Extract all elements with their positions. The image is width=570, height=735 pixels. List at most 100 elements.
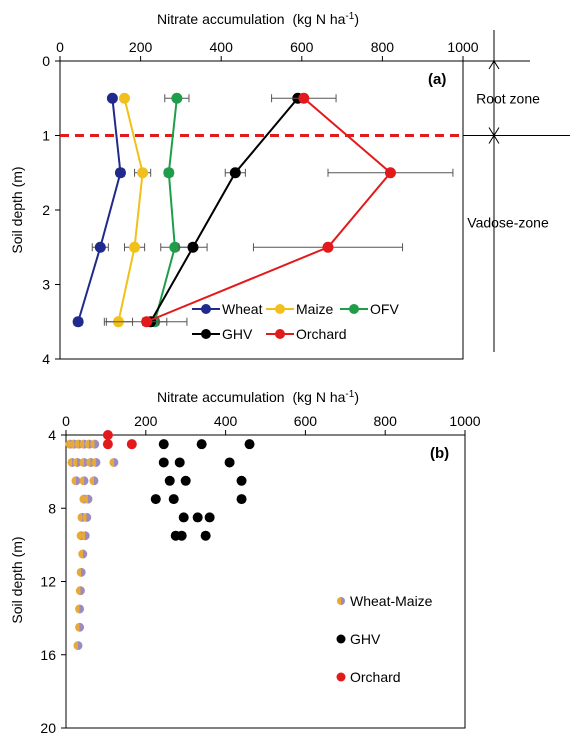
panel-b-label: (b) (430, 445, 449, 462)
panel-a-y-axis-title: Soil depth (m) (9, 166, 25, 253)
panel-b-x-axis-unit-close: ) (354, 389, 359, 405)
panel-b-point-wheat-maize (75, 622, 85, 632)
legend-label: Orchard (350, 669, 401, 685)
panel-b-point-ghv (236, 494, 247, 505)
legend-label: GHV (222, 326, 253, 342)
legend-label: Maize (296, 301, 334, 317)
panel-a-x-tick-label: 1000 (447, 39, 478, 55)
panel-b-point-wheat-maize (109, 457, 119, 467)
panel-b-point-orchard (102, 430, 113, 440)
panel-b-point-wheat-maize (79, 476, 89, 486)
panel-b-point-ghv (174, 457, 185, 468)
legend-marker (337, 597, 345, 605)
panel-b-point-wheat-maize (82, 512, 92, 522)
panel-b-y-tick-label: 20 (40, 720, 56, 735)
panel-a-legend: Wheat Maize OFV GHV Orchard (192, 301, 399, 342)
legend-marker (336, 634, 346, 644)
panel-a-point-ghv (187, 241, 199, 253)
panel-b-x-tick-label: 1000 (449, 413, 480, 429)
panel-a-line-wheat (77, 98, 122, 323)
panel-b-x-axis-unit: (kg N ha (293, 389, 346, 405)
panel-b-x-tick-label: 600 (294, 413, 318, 429)
panel-a-x-axis-unit-superscript: -1 (345, 11, 354, 22)
legend-item-maize: Maize (266, 301, 334, 317)
panel-a-line-maize (117, 98, 144, 322)
panel-b-y-tick-label: 12 (40, 574, 56, 590)
panel-b-point-ghv (204, 512, 215, 523)
panel-b-point-ghv (176, 530, 187, 541)
panel-a-point-orchard (384, 167, 396, 179)
panel-b-y-axis-title: Soil depth (m) (9, 536, 25, 623)
legend-label: Wheat-Maize (350, 593, 433, 609)
panel-b-point-wheat-maize (71, 476, 81, 486)
root-zone-top-arrow (488, 60, 500, 70)
panel-a-label: (a) (428, 71, 446, 88)
panel-a-y-tick-label: 4 (42, 351, 50, 367)
panel-a-x-tick-label: 600 (290, 39, 314, 55)
panel-a-point-orchard (298, 92, 310, 104)
svg-text:Nitrate accumulation (: Nitrate accumulation (kg N ha-1) (157, 11, 359, 27)
panel-b-y-tick-label: 4 (48, 427, 56, 443)
panel-a-point-wheat (106, 92, 118, 104)
panel-b-x-axis-title: Nitrate accumulation (kg N ha-1) (157, 389, 359, 405)
panel-b-series-ghv (150, 439, 255, 541)
panel-b-point-ghv (224, 457, 235, 468)
panel-a-series-wheat (72, 92, 126, 328)
panel-a-point-wheat (94, 241, 106, 253)
panel-a-zone-markers: Root zone Vadose-zone (463, 30, 570, 352)
panel-a-line-orchard (146, 97, 392, 323)
panel-b-point-ghv (178, 512, 189, 523)
panel-b-point-ghv (150, 494, 161, 505)
panel-b-point-wheat-maize (90, 439, 100, 449)
panel-b-series (65, 430, 255, 651)
panel-b-point-ghv (236, 475, 247, 486)
panel-a-series (72, 92, 454, 328)
panel-a-y-tick-label: 0 (42, 53, 50, 69)
panel-b-point-ghv (196, 439, 207, 450)
panel-b-point-wheat-maize (80, 531, 90, 541)
panel-b-x-tick-label: 800 (374, 413, 398, 429)
panel-b-point-ghv (180, 475, 191, 486)
panel-a-x-axis-title-text: Nitrate accumulation (157, 11, 285, 27)
legend-marker (349, 304, 359, 314)
legend-item-wheat-maize: Wheat-Maize (337, 593, 433, 609)
panel-a-x-tick-label: 400 (210, 39, 234, 55)
legend-marker (201, 329, 211, 339)
legend-marker (275, 304, 285, 314)
panel-b-y-ticks: 4 8 12 16 20 (40, 427, 66, 735)
panel-b-x-axis-title-text: Nitrate accumulation (157, 389, 285, 405)
panel-b-point-ghv (244, 439, 255, 450)
panel-a-point-ofv (163, 167, 175, 179)
panel-b-series-wheat-maize (65, 439, 119, 651)
panel-b-point-ghv (200, 530, 211, 541)
vadose-zone-top-arrow (488, 134, 500, 144)
panel-a-x-axis-unit: (kg N ha (293, 11, 346, 27)
svg-text:Nitrate accumulation (: Nitrate accumulation (kg N ha-1) (157, 389, 359, 405)
panel-b-point-wheat-maize (79, 457, 89, 467)
panel-b-point-wheat-maize (89, 476, 99, 486)
legend-item-ofv: OFV (340, 301, 399, 317)
panel-b-series-orchard (102, 430, 137, 450)
legend-item-wheat: Wheat (192, 301, 263, 317)
panel-a-line-ofv (153, 98, 178, 323)
panel-a-x-tick-label: 0 (56, 39, 64, 55)
panel-b-point-wheat-maize (73, 641, 83, 651)
panel-b-point-ghv (164, 475, 175, 486)
panel-b-point-ghv (168, 494, 179, 505)
legend-marker (336, 672, 346, 682)
legend-item-orchard: Orchard (336, 669, 401, 685)
panel-a-point-maize (137, 167, 149, 179)
legend-marker (201, 304, 211, 314)
panel-b-point-orchard (102, 439, 113, 450)
panel-a-series-orchard (105, 92, 454, 328)
panel-b-point-wheat-maize (76, 567, 86, 577)
panel-b-x-ticks: 0 200 400 600 800 1000 (62, 413, 481, 435)
panel-a-line-ghv (149, 97, 299, 323)
panel-a-point-orchard (322, 241, 334, 253)
panel-a-x-tick-label: 800 (371, 39, 395, 55)
panel-a-point-maize (129, 241, 141, 253)
panel-a-series-ofv (142, 92, 190, 328)
panel-a-x-ticks: 0 200 400 600 800 1000 (56, 39, 479, 61)
panel-b: Nitrate accumulation (kg N ha-1) 0 200 400… (9, 389, 481, 735)
